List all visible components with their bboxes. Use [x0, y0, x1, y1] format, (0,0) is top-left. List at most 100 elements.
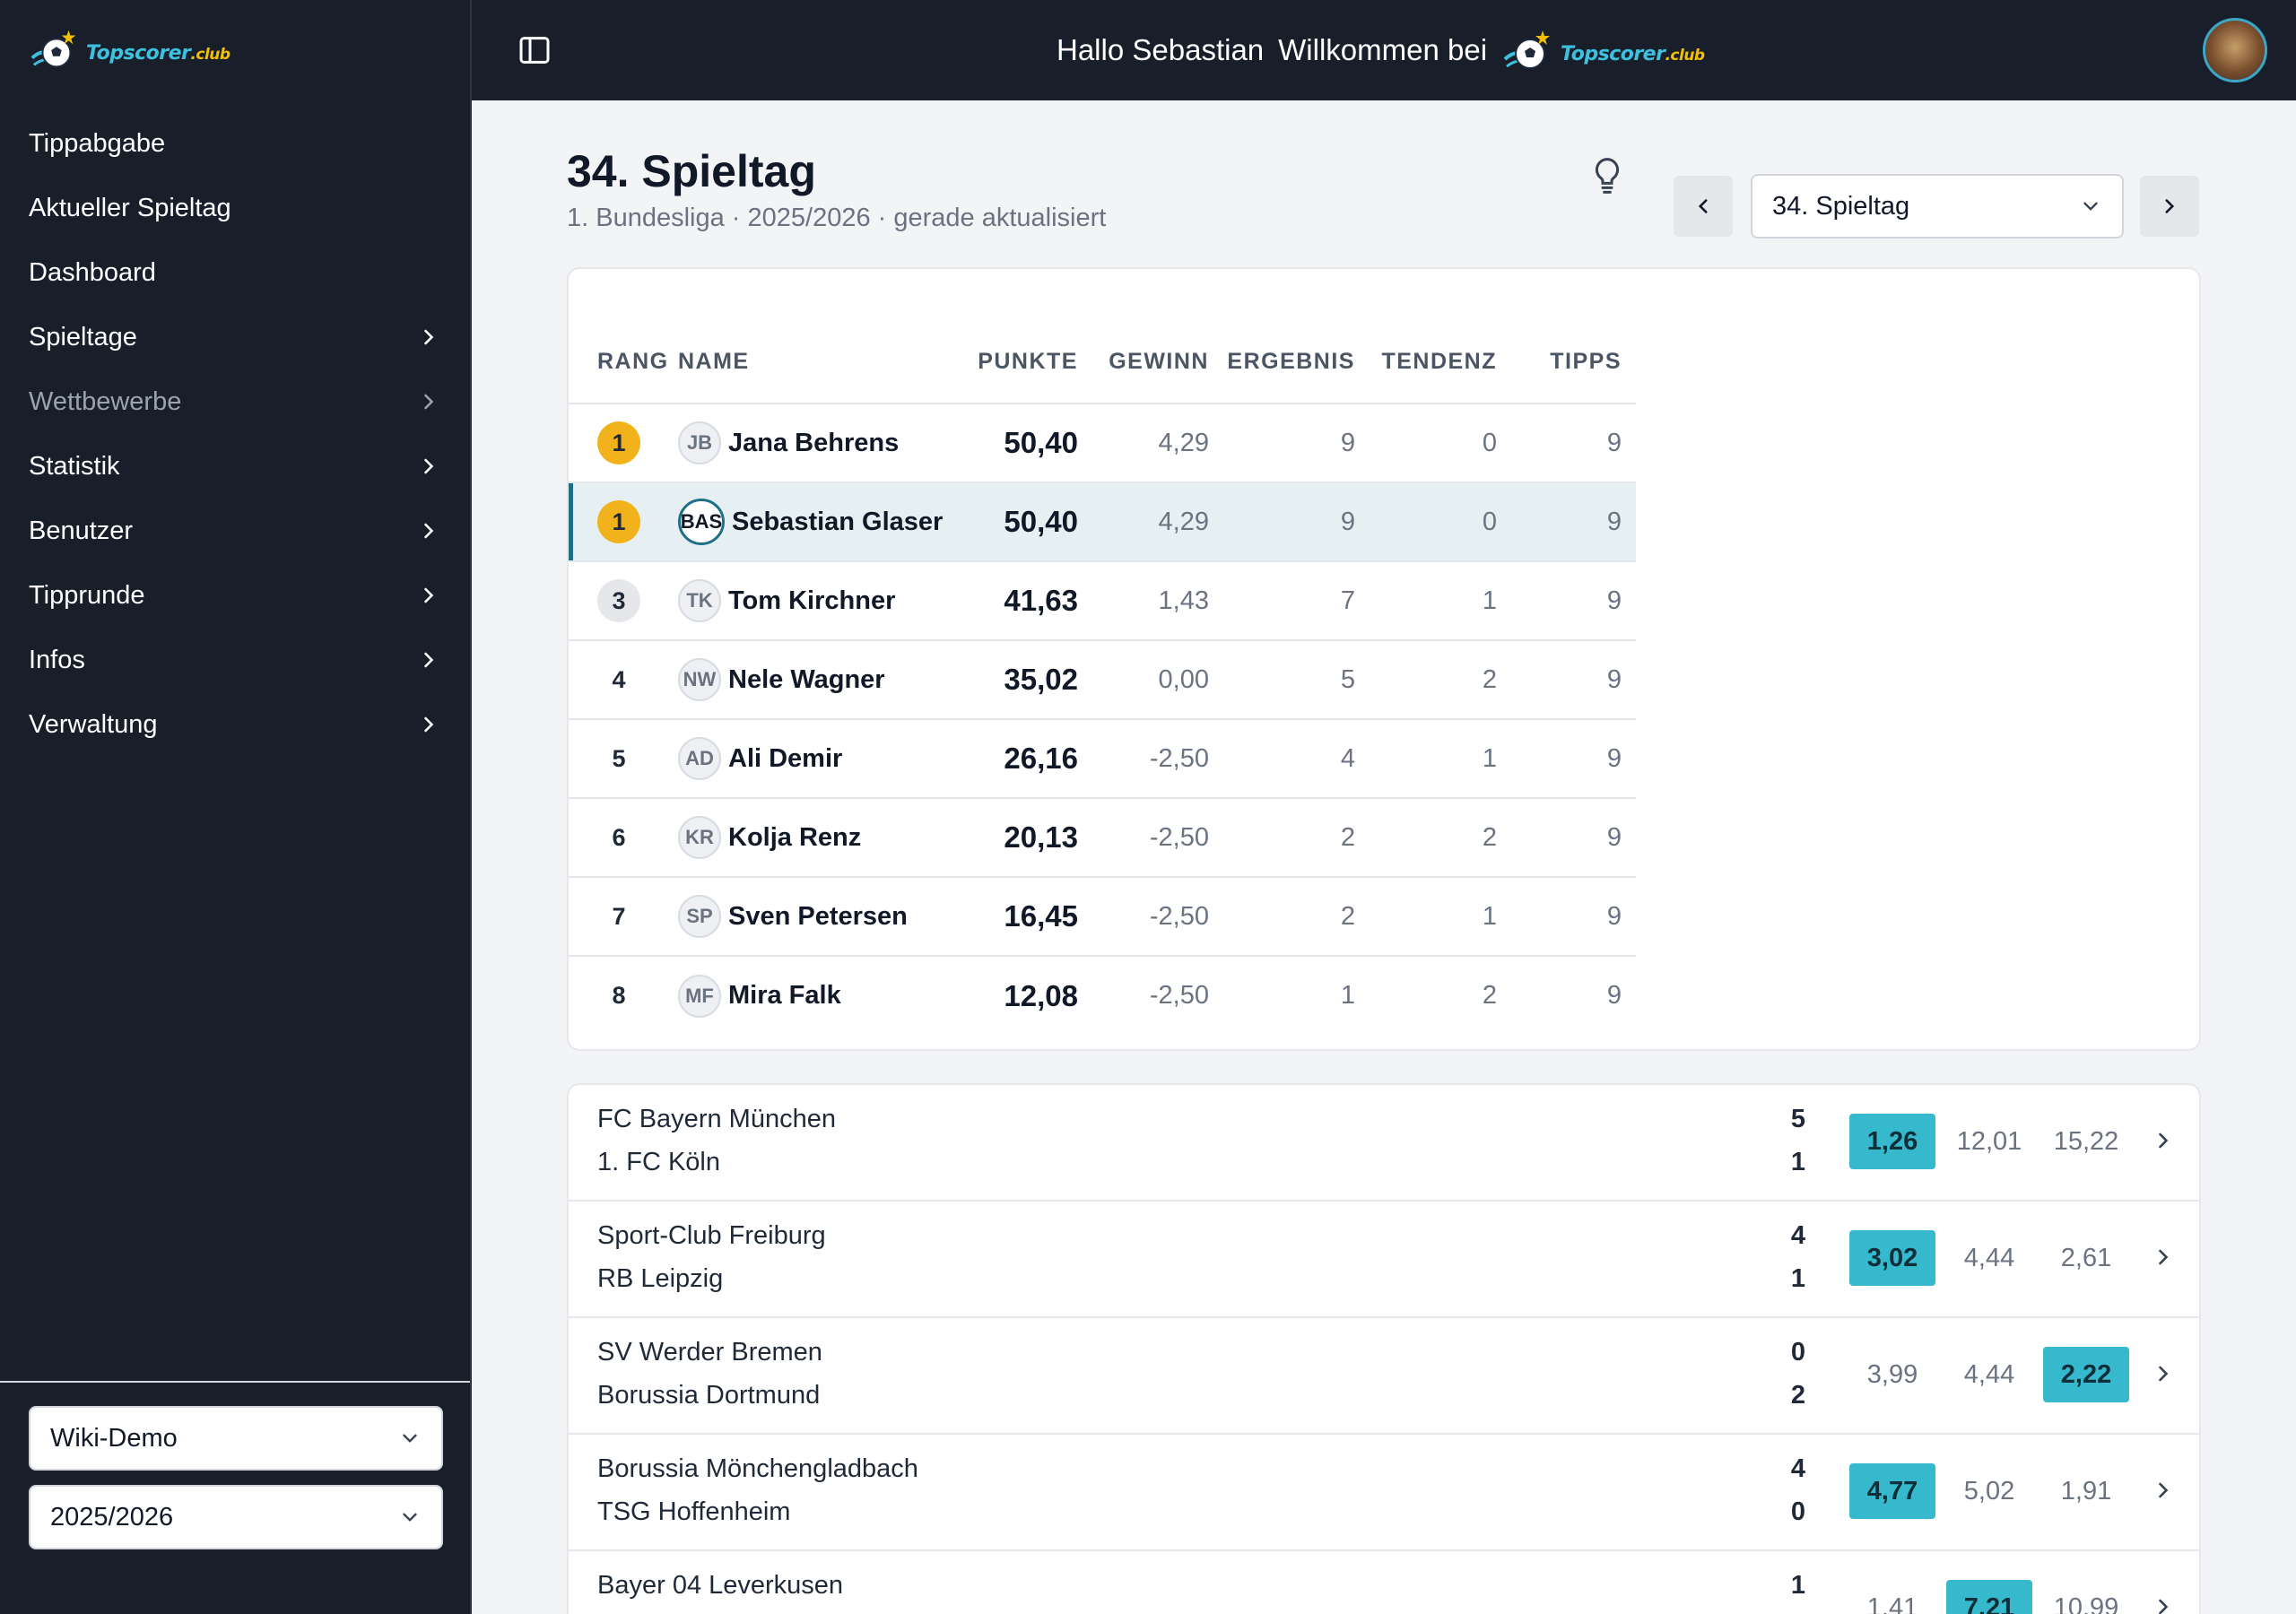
player-name: Ali Demir [728, 743, 843, 773]
home-goals: 1 [1790, 1571, 1806, 1600]
sidebar-item-label: Verwaltung [29, 709, 158, 739]
home-goals: 4 [1790, 1221, 1806, 1250]
ranking-row[interactable]: 6 KR Kolja Renz 20,13 -2,50 2 2 9 [569, 798, 1636, 878]
top-header: Hallo Sebastian Willkommen bei Topscorer… [472, 0, 2296, 100]
chevron-right-icon [424, 458, 434, 474]
sidebar-item-tippabgabe[interactable]: Tippabgabe [0, 111, 470, 176]
matches-card: FC Bayern München 1. FC Köln 5 1 1,26 12,01 15… [567, 1083, 2201, 1614]
match-row[interactable]: Bayer 04 Leverkusen 1 1,41 7,21 10,99 [569, 1551, 2199, 1614]
away-team: RB Leipzig [597, 1264, 724, 1293]
player-points: 41,63 [1004, 584, 1078, 617]
greeting-text: Hallo Sebastian [1057, 33, 1265, 66]
player-initials-avatar: MF [678, 974, 721, 1018]
user-avatar[interactable] [2203, 18, 2267, 82]
odds-value: 4,44 [1963, 1243, 2015, 1272]
sidebar-item-label: Aktueller Spieltag [29, 193, 231, 222]
home-team: Borussia Mönchengladbach [597, 1454, 918, 1483]
ranking-row[interactable]: 4 NW Nele Wagner 35,02 0,00 5 2 9 [569, 640, 1636, 720]
rank-badge: 1 [597, 500, 640, 543]
odds-value: 4,44 [1963, 1359, 2015, 1389]
player-name: Jana Behrens [728, 428, 900, 457]
player-name: Mira Falk [728, 981, 841, 1010]
chevron-right-icon[interactable] [2151, 1361, 2176, 1386]
ranking-card: RANG NAME PUNKTE GEWINN ERGEBNIS TENDENZ… [567, 267, 2201, 1051]
chevron-right-icon [424, 523, 434, 539]
season-select[interactable]: 2025/2026 [29, 1485, 443, 1549]
sidebar-item-statistik[interactable]: Statistik [0, 434, 470, 499]
lightbulb-icon[interactable] [1589, 154, 1625, 197]
player-tipps: 9 [1606, 981, 1622, 1010]
match-row[interactable]: FC Bayern München 1. FC Köln 5 1 1,26 12,01 15… [569, 1085, 2199, 1202]
group-select-value: Wiki-Demo [50, 1423, 178, 1453]
sidebar-item-infos[interactable]: Infos [0, 628, 470, 692]
column-header-ergebnis[interactable]: ERGEBNIS [1209, 321, 1355, 404]
chevron-right-icon[interactable] [2151, 1594, 2176, 1614]
ranking-row[interactable]: 5 AD Ali Demir 26,16 -2,50 4 1 9 [569, 719, 1636, 799]
player-ergebnis: 9 [1340, 507, 1355, 536]
header-brand-logo: Topscorer.club [1501, 23, 1705, 77]
sidebar-item-aktueller-spieltag[interactable]: Aktueller Spieltag [0, 176, 470, 240]
sidebar-item-label: Tippabgabe [29, 128, 166, 158]
chevron-right-icon[interactable] [2151, 1245, 2176, 1270]
matchday-select-value: 34. Spieltag [1772, 191, 1910, 221]
ranking-row[interactable]: 1 JB Jana Behrens 50,40 4,29 9 0 9 [569, 404, 1636, 483]
match-row[interactable]: SV Werder Bremen Borussia Dortmund 0 2 3,99 4… [569, 1318, 2199, 1435]
rank-badge: 5 [612, 744, 626, 772]
column-header-gewinn[interactable]: GEWINN [1078, 321, 1209, 404]
away-goals: 2 [1790, 1381, 1806, 1410]
player-name: Sven Petersen [728, 901, 908, 931]
player-gewinn: 4,29 [1158, 428, 1209, 457]
player-initials-avatar: TK [678, 579, 721, 622]
match-row[interactable]: Sport-Club Freiburg RB Leipzig 4 1 3,02 4,44 2… [569, 1202, 2199, 1318]
sidebar-item-dashboard[interactable]: Dashboard [0, 240, 470, 305]
chevron-down-icon [403, 1513, 417, 1522]
ranking-row[interactable]: 7 SP Sven Petersen 16,45 -2,50 2 1 9 [569, 877, 1636, 957]
chevron-right-icon[interactable] [2151, 1128, 2176, 1153]
sidebar-item-benutzer[interactable]: Benutzer [0, 499, 470, 563]
match-row[interactable]: Borussia Mönchengladbach TSG Hoffenheim 4 0… [569, 1435, 2199, 1551]
player-tendenz: 1 [1482, 901, 1497, 931]
sidebar-item-wettbewerbe[interactable]: Wettbewerbe [0, 369, 470, 434]
column-header-name[interactable]: NAME [678, 321, 957, 404]
soccer-ball-icon [30, 30, 76, 68]
column-header-rank[interactable]: RANG [569, 321, 678, 404]
odds-value: 3,02 [1849, 1230, 1935, 1286]
column-header-tipps[interactable]: TIPPS [1497, 321, 1636, 404]
away-team: 1. FC Köln [597, 1148, 720, 1176]
sidebar-item-label: Benutzer [29, 516, 134, 545]
sidebar-item-spieltage[interactable]: Spieltage [0, 305, 470, 369]
chevron-down-icon [2083, 202, 2098, 211]
sidebar-item-verwaltung[interactable]: Verwaltung [0, 692, 470, 757]
odds-value: 1,41 [1866, 1592, 1918, 1614]
away-goals: 1 [1790, 1264, 1806, 1293]
ranking-table: RANG NAME PUNKTE GEWINN ERGEBNIS TENDENZ… [569, 321, 1636, 1035]
ranking-row[interactable]: 1 BAS Sebastian Glaser 50,40 4,29 9 0 9 [569, 482, 1636, 562]
home-team: Bayer 04 Leverkusen [597, 1571, 844, 1600]
matchday-select[interactable]: 34. Spieltag [1751, 174, 2124, 239]
player-name: Tom Kirchner [728, 586, 896, 615]
chevron-left-icon [1698, 199, 1708, 213]
previous-matchday-button[interactable] [1674, 176, 1733, 237]
chevron-right-icon[interactable] [2151, 1478, 2176, 1503]
ranking-row[interactable]: 3 TK Tom Kirchner 41,63 1,43 7 1 9 [569, 561, 1636, 641]
player-tipps: 9 [1606, 664, 1622, 694]
odds-value: 3,99 [1866, 1359, 1918, 1389]
column-header-points[interactable]: PUNKTE [957, 321, 1078, 404]
column-header-tendenz[interactable]: TENDENZ [1355, 321, 1497, 404]
player-gewinn: 1,43 [1158, 586, 1209, 615]
rank-badge: 7 [612, 902, 626, 930]
home-goals: 4 [1790, 1454, 1806, 1483]
rank-badge: 8 [612, 982, 626, 1009]
rank-badge: 3 [597, 579, 640, 622]
away-goals: 1 [1790, 1148, 1806, 1176]
sidebar-item-tipprunde[interactable]: Tipprunde [0, 563, 470, 628]
player-gewinn: -2,50 [1149, 743, 1209, 773]
chevron-right-icon [424, 587, 434, 603]
group-select[interactable]: Wiki-Demo [29, 1406, 443, 1471]
ranking-row[interactable]: 8 MF Mira Falk 12,08 -2,50 1 2 9 [569, 956, 1636, 1035]
away-team: Borussia Dortmund [597, 1381, 821, 1410]
odds-value: 7,21 [1946, 1580, 2032, 1614]
brand-logo[interactable]: Topscorer.club [29, 22, 230, 77]
sidebar-toggle-icon[interactable] [517, 32, 552, 68]
next-matchday-button[interactable] [2140, 176, 2199, 237]
